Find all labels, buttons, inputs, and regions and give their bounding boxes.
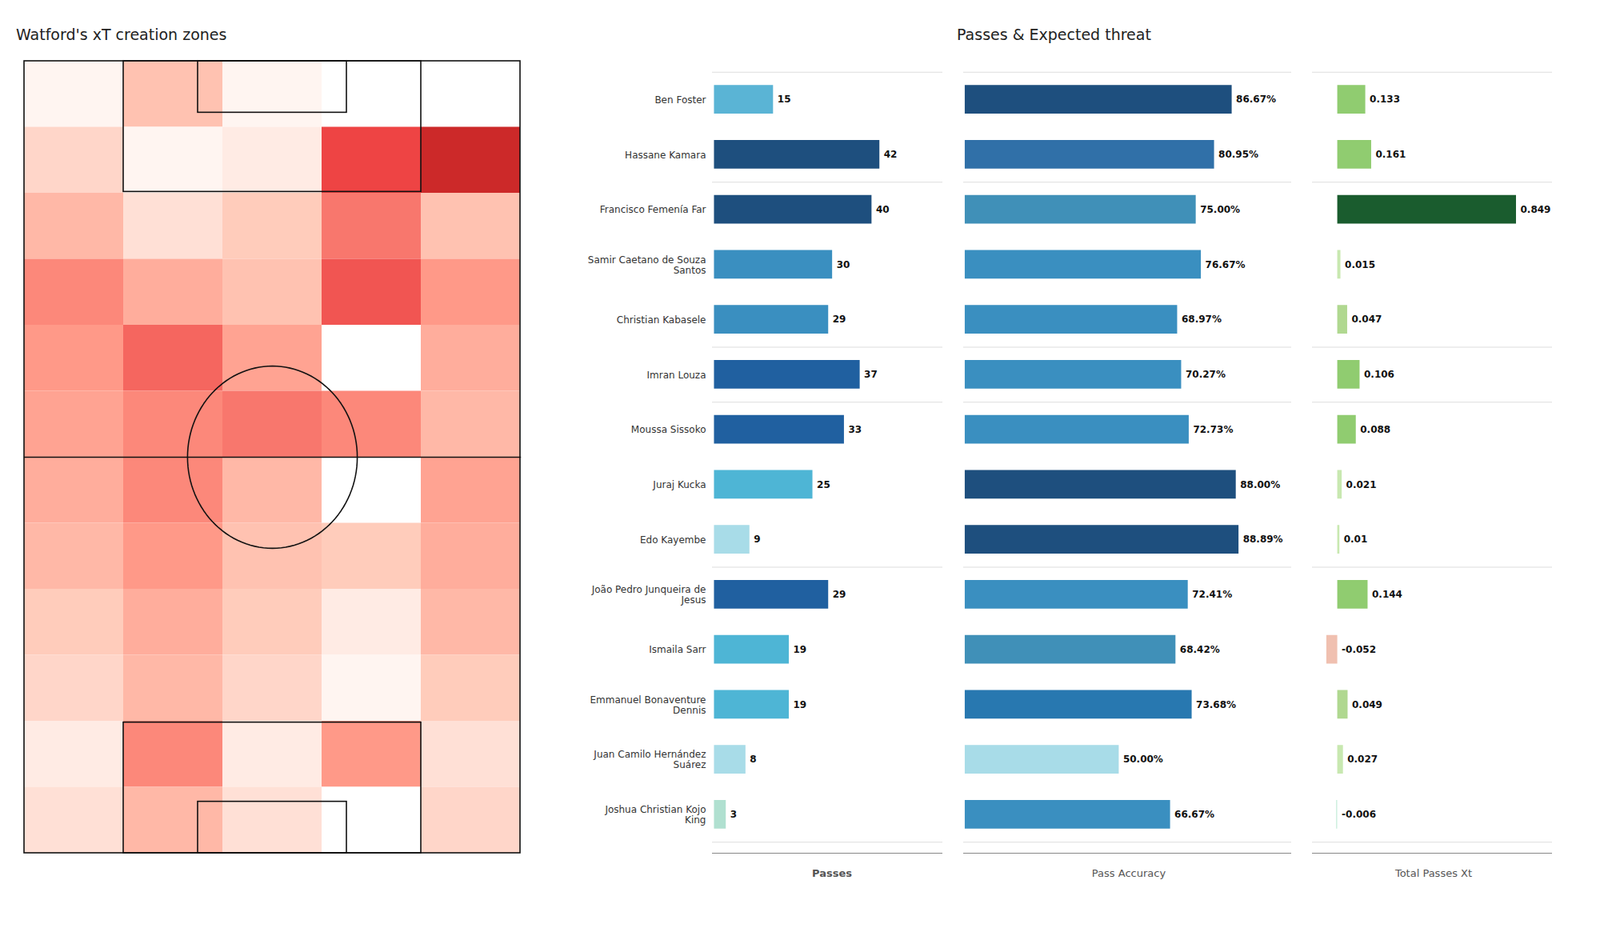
svg-text:Juraj Kucka: Juraj Kucka [652,479,706,491]
svg-text:Moussa Sissoko: Moussa Sissoko [631,424,707,436]
svg-text:0.049: 0.049 [1352,699,1383,711]
svg-text:Edo Kayembe: Edo Kayembe [640,534,707,546]
svg-text:0.106: 0.106 [1364,368,1395,380]
svg-text:76.67%: 76.67% [1205,259,1246,271]
svg-text:75.00%: 75.00% [1200,204,1240,216]
svg-text:15: 15 [777,93,792,105]
svg-text:72.73%: 72.73% [1192,424,1233,436]
svg-text:70.27%: 70.27% [1185,368,1226,380]
svg-text:Ben Foster: Ben Foster [654,94,706,106]
svg-text:19: 19 [793,699,808,711]
svg-text:72.41%: 72.41% [1192,588,1232,600]
svg-text:29: 29 [832,588,847,600]
svg-text:0.161: 0.161 [1375,148,1406,160]
svg-text:Ismaila Sarr: Ismaila Sarr [648,644,706,656]
svg-text:Joshua Christian KojoKing: Joshua Christian KojoKing [604,804,706,826]
svg-text:0.047: 0.047 [1351,313,1382,325]
svg-text:0.088: 0.088 [1360,424,1391,436]
html-text:Total Passes Xt: Total Passes Xt [1395,866,1473,879]
svg-text:Francisco Femenía Far: Francisco Femenía Far [600,204,707,216]
svg-text:68.97%: 68.97% [1181,313,1222,325]
svg-text:0.144: 0.144 [1372,588,1403,600]
svg-text:Imran Louza: Imran Louza [646,369,706,381]
svg-text:8: 8 [749,753,756,765]
svg-text:80.95%: 80.95% [1218,148,1259,160]
svg-text:19: 19 [793,644,808,656]
svg-text:88.89%: 88.89% [1243,533,1284,545]
svg-text:42: 42 [884,148,898,160]
svg-text:40: 40 [876,204,890,216]
svg-text:66.67%: 66.67% [1174,808,1215,820]
svg-text:0.021: 0.021 [1346,479,1377,491]
svg-text:0.133: 0.133 [1369,93,1400,105]
svg-text:88.00%: 88.00% [1240,479,1280,491]
svg-text:86.67%: 86.67% [1236,93,1276,105]
svg-text:0.01: 0.01 [1344,533,1368,545]
svg-text:0.015: 0.015 [1344,259,1376,271]
svg-text:Samir Caetano de SouzaSantos: Samir Caetano de SouzaSantos [588,253,707,276]
html-text:Passes & Expected threat: Passes & Expected threat [956,25,1152,44]
svg-text:Emmanuel BonaventureDennis: Emmanuel BonaventureDennis [589,693,706,716]
svg-text:50.00%: 50.00% [1123,753,1164,765]
svg-text:Hassane Kamara: Hassane Kamara [624,149,706,161]
svg-text:29: 29 [832,313,847,325]
svg-text:73.68%: 73.68% [1196,699,1236,711]
svg-text:30: 30 [836,259,851,271]
svg-text:3: 3 [730,808,737,820]
svg-text:25: 25 [816,479,831,491]
svg-text:-0.052: -0.052 [1341,644,1376,656]
html-text:Pass Accuracy: Pass Accuracy [1091,866,1166,879]
svg-text:0.849: 0.849 [1520,204,1552,216]
svg-text:Juan Camilo HernándezSuárez: Juan Camilo HernándezSuárez [592,748,706,771]
svg-text:João Pedro Junqueira deJesus: João Pedro Junqueira deJesus [591,584,707,606]
svg-text:-0.006: -0.006 [1341,808,1376,820]
html-text:Passes: Passes [812,866,852,879]
svg-text:37: 37 [864,368,878,380]
svg-text:68.42%: 68.42% [1180,644,1220,656]
html-text:Watford's xT creation zones: Watford's xT creation zones [16,25,227,44]
svg-text:Christian Kabasele: Christian Kabasele [616,314,707,326]
svg-text:0.027: 0.027 [1347,753,1378,765]
svg-text:33: 33 [848,424,862,436]
svg-text:9: 9 [753,533,760,545]
